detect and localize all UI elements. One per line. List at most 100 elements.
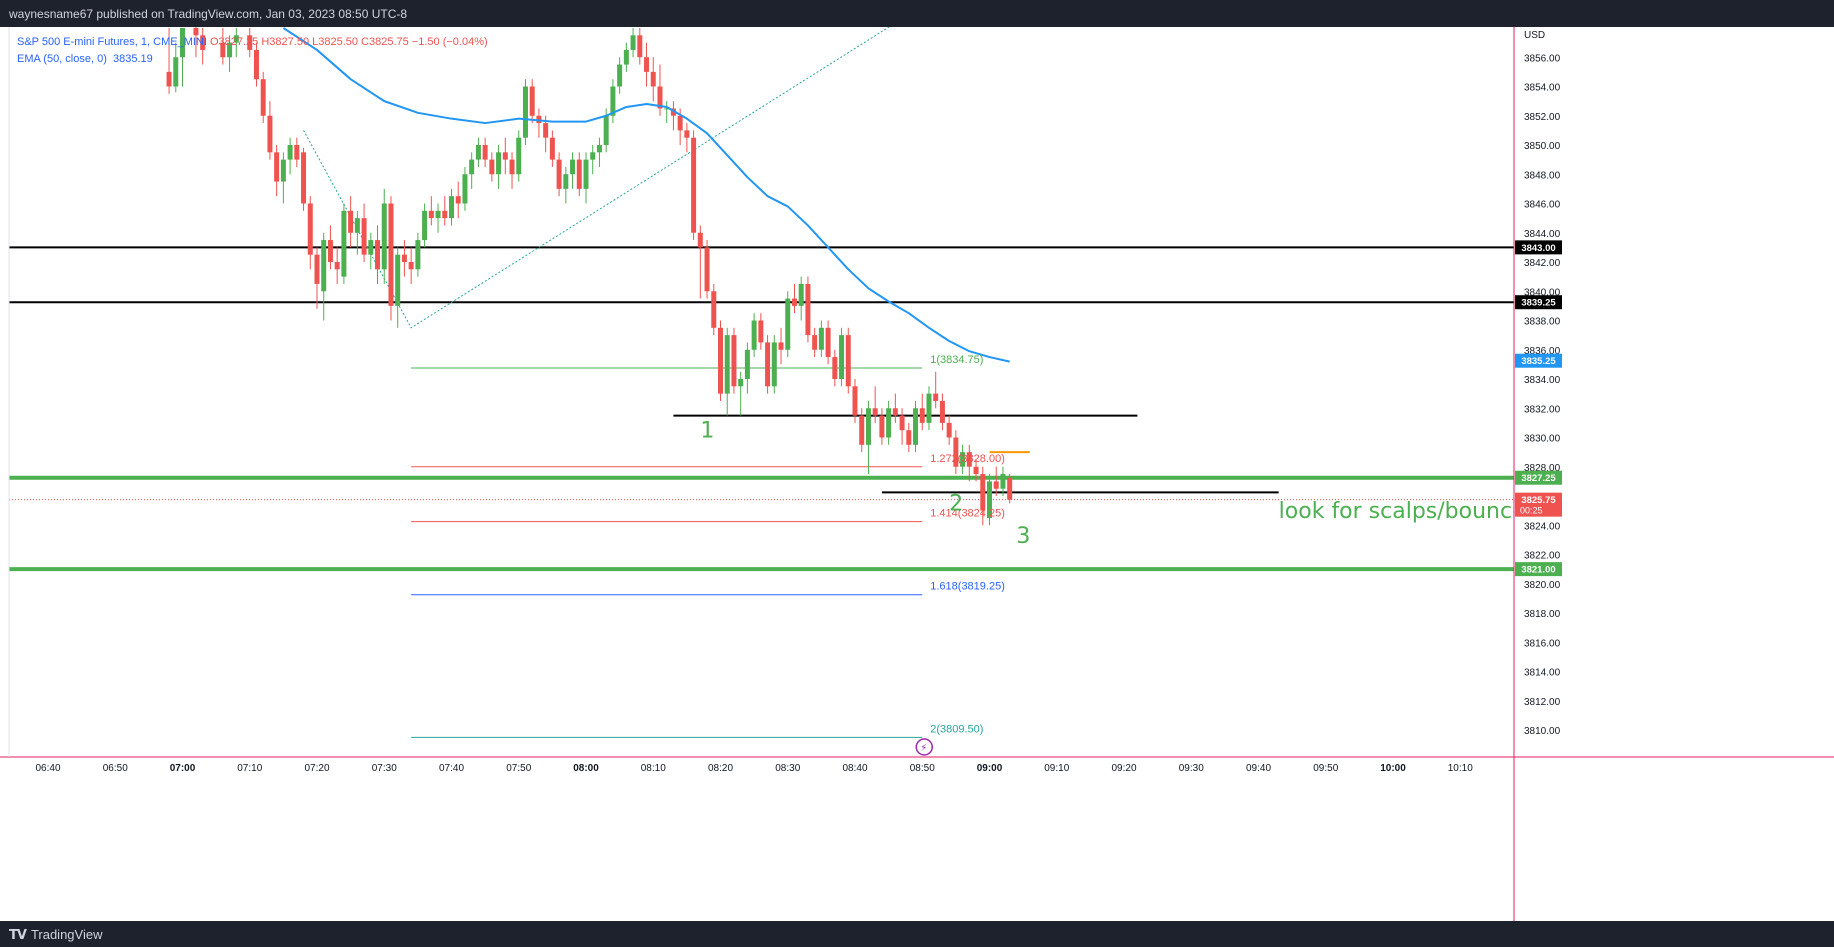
candle-body <box>825 327 831 358</box>
candle-body <box>798 283 804 306</box>
candle-body <box>617 64 623 87</box>
candle-body <box>603 115 609 145</box>
price-level-tag <box>1515 470 1562 485</box>
fib-level-label: 2(3809.50) <box>930 723 983 735</box>
candle-body <box>227 42 233 58</box>
price-level-tag-label: 3839.25 <box>1521 298 1556 309</box>
candle-body <box>973 466 979 475</box>
candle-body <box>442 210 448 219</box>
y-tick-label: 3812.00 <box>1524 697 1561 708</box>
candle-body <box>879 415 885 438</box>
candle-body <box>886 408 892 438</box>
y-tick-label: 3832.00 <box>1524 404 1561 415</box>
price-chart[interactable]: 1(3834.75) 1.272(3828.00) 1.414(3824.25) 1.… <box>0 27 1834 921</box>
candle-body <box>946 422 952 438</box>
price-level-tag-label: 3827.25 <box>1521 473 1556 484</box>
lightning-icon <box>915 738 933 756</box>
x-tick-label: 09:00 <box>977 763 1003 774</box>
x-tick-label: 07:40 <box>439 763 464 774</box>
x-tick-label: 06:50 <box>103 763 128 774</box>
candle-body <box>677 115 683 131</box>
candle-body <box>872 408 878 416</box>
candle-body <box>926 393 932 423</box>
price-level-tag-label: 3843.00 <box>1521 243 1555 254</box>
candle-body <box>321 240 327 292</box>
candle-body <box>892 408 898 416</box>
tradingview-logo[interactable]: TV TradingView <box>9 927 102 943</box>
candle-body <box>341 210 347 277</box>
candle-body <box>449 196 454 219</box>
x-tick-label: 07:30 <box>372 763 397 774</box>
candle-body <box>280 159 286 182</box>
x-tick-label: 08:50 <box>910 763 935 774</box>
candle-body <box>294 145 300 160</box>
currency-label: USD <box>1524 30 1545 41</box>
candle-body <box>913 408 919 445</box>
fib-level-label: 1.272(3828.00) <box>930 453 1005 465</box>
candle-body <box>395 254 401 306</box>
candle-body <box>576 159 582 189</box>
candle-body <box>865 408 871 445</box>
candle-body <box>334 262 340 270</box>
candle-body <box>549 137 555 160</box>
candle-body <box>718 327 723 394</box>
x-tick-label: 06:40 <box>35 763 60 774</box>
candle-body <box>630 35 636 50</box>
candle-body <box>274 152 280 182</box>
candle-body <box>818 327 824 350</box>
time-axis-panel <box>0 757 1514 921</box>
x-tick-label: 08:30 <box>775 763 800 774</box>
candle-body <box>637 35 643 58</box>
candle-body <box>301 152 307 204</box>
x-tick-label: 07:50 <box>506 763 531 774</box>
candle-body <box>919 408 925 423</box>
x-tick-label: 09:20 <box>1111 763 1136 774</box>
candle-body <box>180 28 185 58</box>
y-tick-label: 3836.00 <box>1524 346 1561 357</box>
x-tick-label: 10:10 <box>1448 763 1473 774</box>
y-tick-label: 3830.00 <box>1524 434 1561 445</box>
candle-body <box>596 145 602 153</box>
candle-body <box>496 152 502 175</box>
y-tick-label: 3834.00 <box>1524 375 1561 386</box>
candle-body <box>980 474 986 511</box>
candle-body <box>543 123 549 138</box>
y-tick-label: 3850.00 <box>1524 141 1561 152</box>
candle-body <box>657 86 663 109</box>
candle-body <box>906 430 912 445</box>
candle-body <box>388 203 394 306</box>
candle-body <box>166 71 172 87</box>
candle-body <box>1000 474 1006 489</box>
y-tick-label: 3820.00 <box>1524 580 1561 591</box>
candle-body <box>623 49 629 65</box>
y-tick-label: 3824.00 <box>1524 521 1561 532</box>
candle-body <box>509 159 515 175</box>
candle-body <box>200 35 206 50</box>
price-axis-panel <box>1514 27 1834 921</box>
y-tick-label: 3852.00 <box>1524 112 1561 123</box>
candle-body <box>731 335 737 387</box>
y-tick-label: 3844.00 <box>1524 229 1561 240</box>
candle-body <box>852 386 858 416</box>
candle-body <box>751 320 757 350</box>
fib-level-label: 1.618(3819.25) <box>930 581 1005 593</box>
candle-body <box>482 145 488 160</box>
candle-body <box>435 210 441 219</box>
y-tick-label: 3810.00 <box>1524 726 1561 737</box>
candle-body <box>839 335 845 379</box>
candle-body <box>704 247 710 292</box>
candle-body <box>778 342 784 350</box>
candle-body <box>993 481 999 489</box>
y-tick-label: 3838.00 <box>1524 317 1561 328</box>
candle-body <box>758 320 764 343</box>
x-tick-label: 09:10 <box>1044 763 1069 774</box>
candle-body <box>960 452 966 467</box>
wave-label: 2 <box>949 492 963 517</box>
candle-body <box>307 203 313 255</box>
candle-body <box>247 35 253 50</box>
x-tick-label: 09:40 <box>1246 763 1271 774</box>
candle-body <box>670 108 676 116</box>
candle-body <box>173 57 179 87</box>
candle-body <box>529 86 535 116</box>
y-tick-label: 3814.00 <box>1524 668 1561 679</box>
